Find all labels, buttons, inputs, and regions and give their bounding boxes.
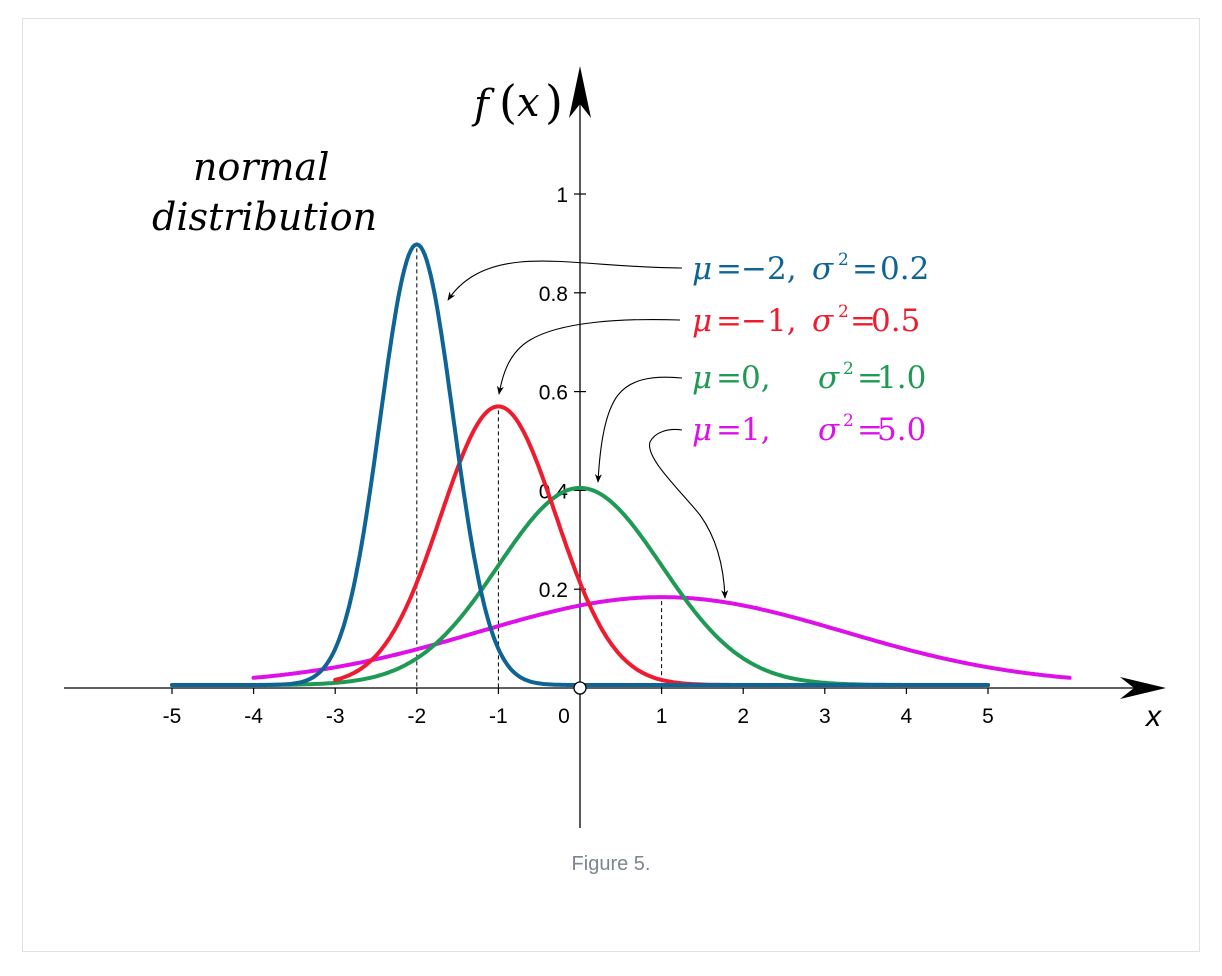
legend-mu-value: −2, — [741, 251, 797, 287]
legend-entry-1: μ = −2, σ = 0.22 — [692, 250, 929, 287]
legend-equals: = — [857, 412, 883, 448]
y-axis-label-x: x — [517, 80, 540, 126]
x-tick-label: 4 — [901, 705, 913, 728]
legend-mu-value: −1, — [741, 303, 797, 339]
legend-variance-value: 5.0 — [877, 412, 926, 448]
legend-mu-symbol: μ — [692, 412, 712, 448]
legend-equals: = — [716, 303, 742, 339]
legend-sigma-symbol: σ — [818, 360, 840, 396]
y-axis-label: f ( x ) — [471, 75, 563, 129]
x-tick-label: 5 — [982, 705, 994, 728]
legend-sigma-symbol: σ — [812, 251, 834, 287]
legend-sigma-symbol: σ — [812, 303, 834, 339]
legend-variance-value: 1.0 — [877, 360, 926, 396]
legend-variance-value: 0.2 — [880, 251, 929, 287]
x-tick-label: -3 — [326, 705, 345, 728]
curves — [170, 242, 1072, 687]
legend-equals: = — [716, 251, 742, 287]
legend-equals: = — [850, 303, 876, 339]
legend-mu-symbol: μ — [692, 303, 712, 339]
y-tick-label: 0.6 — [539, 382, 568, 405]
legend-entry-4: μ = 1, σ =5.02 — [692, 411, 926, 448]
x-tick-label: 1 — [656, 705, 668, 728]
title-line-2: distribution — [152, 195, 377, 239]
legend-mu-value: 1, — [741, 412, 771, 448]
y-axis-label-open-paren: ( — [499, 75, 517, 129]
x-tick-label: -1 — [489, 705, 508, 728]
x-tick-label: 3 — [819, 705, 831, 728]
mean-lines — [416, 248, 663, 688]
figure-frame — [22, 18, 1200, 952]
x-ticks: -5 -4 -3 -2 -1 0 1 2 3 4 5 — [163, 688, 994, 728]
legend-equals: = — [716, 360, 742, 396]
legend-superscript: 2 — [838, 250, 849, 270]
legend-mu-value: 0, — [741, 360, 771, 396]
arrow-green — [594, 376, 683, 483]
y-axis-arrowhead — [569, 66, 591, 118]
legend-sigma-symbol: σ — [818, 412, 840, 448]
y-tick-label: 0.8 — [539, 283, 568, 306]
x-tick-label: -2 — [407, 705, 426, 728]
chart-title: normal distribution — [152, 145, 377, 239]
x-tick-label: 2 — [737, 705, 749, 728]
legend-variance-value: 0.5 — [871, 303, 920, 339]
arrow-magenta — [649, 428, 729, 599]
y-axis-label-f: f — [471, 82, 495, 128]
legend-superscript: 2 — [843, 411, 854, 431]
origin-marker — [573, 681, 587, 695]
legend-entry-3: μ = 0, σ =1.02 — [692, 359, 926, 396]
figure-caption: Figure 5. — [571, 853, 651, 875]
y-tick-label: 0.2 — [539, 579, 568, 602]
x-axis-arrowhead — [1120, 677, 1166, 699]
y-tick-label: 1 — [556, 184, 568, 207]
legend-entry-2: μ = −1, σ =0.52 — [692, 302, 920, 339]
curve-series-4 — [251, 595, 1072, 680]
legend-equals: = — [716, 412, 742, 448]
x-tick-label: -5 — [163, 705, 182, 728]
y-ticks: 0.20.40.60.81 — [539, 184, 586, 602]
y-axis-label-close-paren: ) — [545, 75, 563, 129]
legend-superscript: 2 — [838, 302, 849, 322]
title-line-1: normal — [193, 145, 329, 189]
x-tick-label: 0 — [558, 705, 570, 728]
legend-superscript: 2 — [843, 359, 854, 379]
annotation-arrows — [447, 260, 729, 599]
arrow-blue — [447, 260, 683, 301]
legend-equals: = — [857, 360, 883, 396]
arrow-red — [496, 318, 681, 395]
legend-equals: = — [852, 251, 878, 287]
legend: μ = −2, σ = 0.22μ = −1, σ =0.52μ = 0, σ =1.02μ = 1, σ =5.… — [692, 250, 929, 448]
legend-mu-symbol: μ — [692, 251, 712, 287]
legend-mu-symbol: μ — [692, 360, 712, 396]
x-tick-label: -4 — [244, 705, 263, 728]
axes — [64, 66, 1166, 828]
x-axis-label: x — [1144, 700, 1162, 733]
